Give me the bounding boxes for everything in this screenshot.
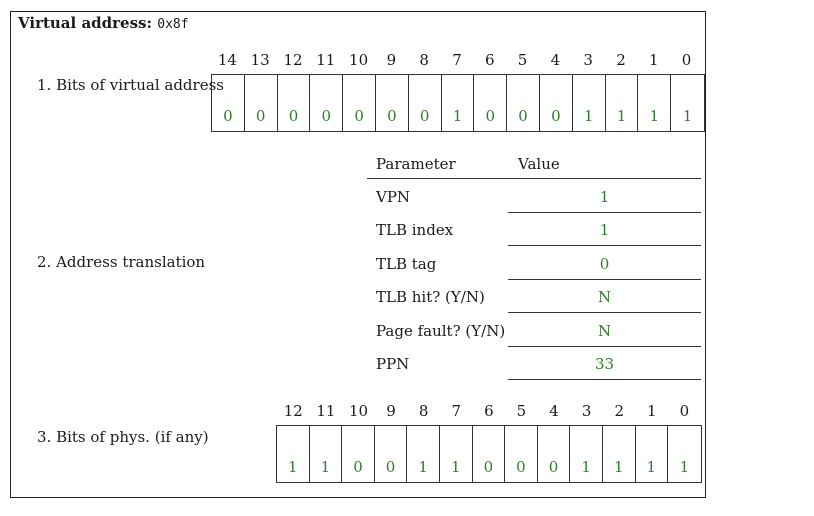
virtual-bit-cell: 1 [442, 75, 475, 131]
virtual-bit-index: 10 [349, 51, 369, 69]
virtual-bit-index: 5 [517, 51, 528, 69]
parameter-label: TLB tag [376, 254, 437, 273]
physical-bit-index: 0 [679, 402, 690, 420]
answer-underline [508, 212, 701, 213]
virtual-bit-index: 6 [485, 51, 495, 69]
virtual-bit-cell: 1 [638, 75, 672, 131]
virtual-bit-index: 4 [550, 51, 561, 69]
parameter-label: VPN [376, 188, 411, 206]
physical-bit-cell: 1 [407, 426, 440, 482]
virtual-bit-cell: 0 [540, 75, 573, 131]
virtual-bit-index: 14 [217, 51, 237, 69]
physical-bit-cell: 0 [342, 426, 375, 482]
virtual-address-heading: Virtual address: 0x8f [18, 14, 189, 32]
parameter-value: 33 [594, 355, 615, 373]
physical-bit-cell: 1 [310, 426, 343, 482]
physical-bit-cell: 1 [636, 426, 669, 482]
virtual-bit-index: 0 [681, 51, 692, 69]
parameter-label: TLB index [376, 221, 454, 240]
virtual-bit-cell: 0 [278, 75, 311, 131]
physical-bit-index: 7 [451, 402, 462, 420]
virtual-bit-cell: 0 [245, 75, 278, 131]
virtual-bit-index: 8 [419, 51, 429, 69]
physical-bit-cell: 0 [505, 426, 538, 482]
virtual-bit-index: 7 [452, 51, 462, 69]
virtual-bit-cell: 0 [376, 75, 409, 131]
value-column-header: Value [518, 155, 560, 173]
exercise-frame [10, 11, 706, 498]
step-3-label: 3. Bits of phys. (if any) [37, 428, 209, 446]
answer-underline [508, 312, 701, 314]
virtual-bit-cell: 1 [682, 107, 693, 125]
virtual-bit-index: 1 [648, 51, 659, 69]
virtual-bit-index: 11 [316, 51, 336, 69]
physical-bit-index: 2 [614, 402, 624, 420]
answer-underline [508, 245, 701, 247]
virtual-bit-index: 2 [616, 51, 626, 69]
physical-bit-cell: 1 [679, 458, 690, 476]
physical-bit-index: 9 [386, 402, 396, 420]
physical-bit-cell: 1 [440, 426, 473, 482]
parameter-label: TLB hit? (Y/N) [376, 288, 485, 307]
physical-bit-cell: 1 [570, 426, 603, 482]
virtual-bit-cell: 1 [573, 75, 606, 131]
physical-bit-index: 6 [484, 402, 494, 420]
physical-bit-cell: 1 [603, 426, 636, 482]
step-1-label: 1. Bits of virtual address [37, 76, 224, 94]
virtual-bit-index: 13 [250, 51, 270, 69]
virtual-bit-cell: 1 [606, 75, 639, 131]
physical-bit-index: 10 [348, 402, 369, 420]
virtual-bit-indices: 14 13 12 11 10 9 8 7 6 5 4 3 2 1 0 [211, 51, 703, 69]
parameter-column-header: Parameter [376, 155, 456, 173]
virtual-bit-cell: 0 [507, 75, 540, 131]
physical-bit-index: 4 [549, 402, 559, 420]
physical-bit-cell: 0 [473, 426, 506, 482]
physical-bit-index: 8 [418, 402, 429, 420]
physical-bit-index: 3 [581, 402, 592, 420]
physical-bit-cell: 1 [277, 426, 310, 482]
answer-underline [508, 379, 701, 380]
physical-bit-cell: 0 [375, 426, 408, 482]
virtual-bit-index: 12 [283, 51, 303, 69]
virtual-bit-index: 9 [386, 51, 397, 69]
parameter-value: N [597, 288, 612, 307]
table-header-rule [367, 178, 701, 179]
virtual-address-value: 0x8f [157, 17, 189, 32]
virtual-bit-cell: 0 [409, 75, 442, 131]
parameter-value: 0 [599, 254, 610, 273]
physical-bit-cell: 0 [538, 426, 571, 482]
physical-bit-index: 5 [516, 402, 527, 420]
parameter-label: Page fault? (Y/N) [376, 321, 506, 340]
virtual-address-label: Virtual address: [18, 14, 153, 32]
answer-underline [508, 278, 701, 280]
virtual-bit-index: 3 [583, 51, 593, 69]
virtual-bit-cell: 0 [212, 75, 245, 131]
physical-bit-index: 1 [647, 402, 657, 420]
virtual-bit-cell: 0 [343, 75, 376, 131]
parameter-label: PPN [376, 355, 410, 373]
physical-bit-indices: 12 11 10 9 8 7 6 5 4 3 2 1 0 [277, 402, 701, 420]
answer-underline [508, 345, 701, 347]
parameter-value: 1 [599, 221, 610, 240]
virtual-bit-cell: 0 [474, 75, 508, 131]
virtual-bit-cell: 0 [310, 75, 344, 131]
physical-bit-index: 12 [283, 402, 303, 420]
physical-bit-index: 11 [316, 402, 336, 420]
parameter-value: N [597, 321, 612, 340]
step-2-label: 2. Address translation [37, 253, 206, 271]
parameter-value: 1 [599, 188, 610, 206]
